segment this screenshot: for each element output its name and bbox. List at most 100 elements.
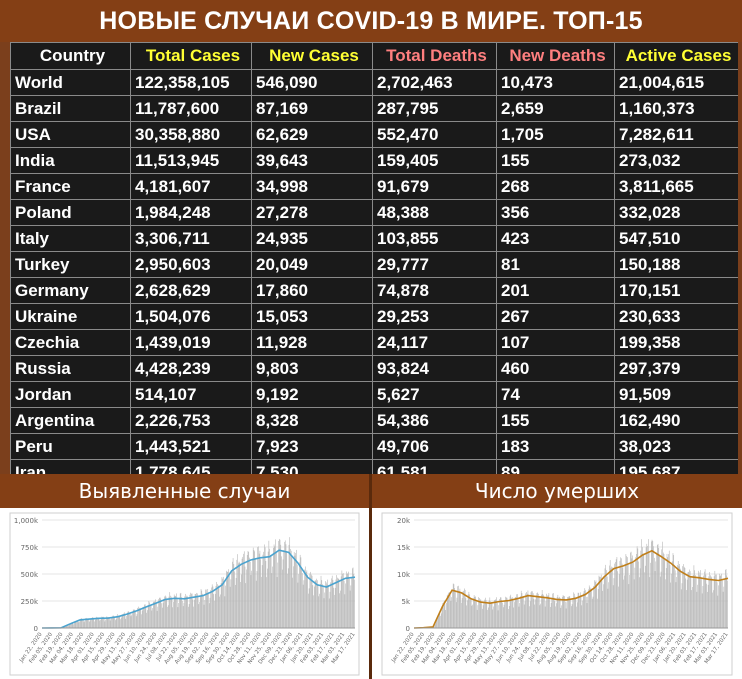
cell-total-cases: 4,428,239 — [130, 355, 252, 382]
cases-bar — [80, 619, 81, 628]
cases-bar — [302, 573, 303, 628]
deaths-bar — [561, 605, 562, 628]
deaths-bar — [470, 597, 471, 628]
deaths-bar — [568, 595, 570, 628]
deaths-bar — [559, 596, 560, 628]
deaths-bar — [677, 561, 679, 628]
cell-active-cases: 547,510 — [614, 225, 738, 252]
cases-bar — [152, 608, 153, 628]
deaths-bar — [685, 578, 686, 628]
deaths-bar — [548, 593, 550, 628]
header-active-cases: Active Cases — [614, 42, 738, 70]
deaths-bar — [534, 604, 535, 628]
cases-bar — [353, 574, 355, 628]
deaths-ytick-label: 15k — [397, 544, 411, 552]
cases-bar — [223, 582, 225, 628]
cases-bar — [322, 584, 323, 628]
header-total-deaths: Total Deaths — [372, 42, 497, 70]
cases-bar — [121, 614, 123, 628]
deaths-bar — [598, 575, 600, 628]
cell-active-cases: 1,160,373 — [614, 95, 738, 122]
cases-bar — [225, 585, 226, 628]
deaths-bar — [635, 557, 636, 628]
cases-bar — [164, 595, 166, 628]
cases-bar — [155, 599, 156, 628]
deaths-bar — [569, 596, 571, 628]
panel-divider — [369, 474, 372, 679]
deaths-bar — [710, 575, 711, 628]
deaths-bar — [552, 593, 553, 628]
cases-bar — [309, 573, 311, 628]
deaths-bar — [526, 592, 527, 628]
cases-bar — [118, 615, 119, 628]
cases-bar — [82, 619, 84, 628]
deaths-bar — [486, 603, 488, 628]
cases-bar — [80, 618, 82, 628]
deaths-bar — [564, 596, 565, 628]
cases-bar — [191, 593, 192, 628]
cases-bar — [122, 614, 124, 628]
cases-bar — [253, 550, 255, 628]
cases-bar — [207, 588, 209, 628]
cases-bar — [258, 546, 259, 628]
cases-bar — [208, 603, 210, 628]
deaths-bar — [659, 576, 661, 628]
cases-bar — [282, 559, 284, 628]
deaths-bar — [709, 572, 710, 628]
cases-bar — [220, 583, 222, 628]
cases-bar — [255, 558, 256, 628]
cell-new-cases: 7,923 — [251, 433, 373, 460]
deaths-bar — [480, 599, 482, 628]
cell-new-deaths: 267 — [496, 303, 615, 330]
cases-bar — [83, 622, 85, 628]
cases-bar — [276, 551, 277, 628]
deaths-bar — [544, 606, 546, 628]
deaths-bar — [581, 605, 583, 628]
cell-active-cases: 273,032 — [614, 147, 738, 174]
cases-bar — [99, 620, 100, 628]
deaths-bar — [490, 601, 491, 628]
cases-bar — [167, 605, 169, 628]
deaths-bar — [585, 596, 587, 628]
deaths-bar — [691, 590, 692, 628]
deaths-bar — [498, 605, 500, 628]
cases-bar — [108, 617, 109, 628]
deaths-bar — [641, 539, 642, 628]
cell-new-cases: 27,278 — [251, 199, 373, 226]
deaths-bar — [727, 580, 728, 628]
cell-active-cases: 3,811,665 — [614, 173, 738, 200]
cases-bar — [151, 610, 153, 628]
deaths-bar — [476, 609, 478, 628]
cases-bar — [205, 589, 207, 628]
deaths-bar — [672, 553, 674, 628]
deaths-bar — [645, 565, 646, 628]
cases-bar — [182, 606, 184, 628]
deaths-bar — [693, 565, 695, 628]
cases-bar — [334, 594, 335, 628]
table-row: Turkey 2,950,603 20,049 29,777 81 150,188 — [10, 251, 738, 278]
cases-bar — [339, 593, 340, 628]
deaths-bar — [576, 606, 577, 628]
table-header-row: Country Total Cases New Cases Total Deat… — [10, 42, 738, 70]
cases-bar — [94, 619, 96, 628]
table-row: Poland 1,984,248 27,278 48,388 356 332,028 — [10, 199, 738, 226]
cases-bar — [315, 580, 317, 628]
deaths-bar — [509, 596, 511, 628]
cases-bar — [173, 594, 175, 628]
cases-bar — [316, 578, 317, 628]
cases-bar — [338, 578, 340, 628]
deaths-bar — [648, 539, 649, 628]
cases-bar — [138, 608, 140, 628]
cases-bar — [249, 561, 251, 628]
table-row: Italy 3,306,711 24,935 103,855 423 547,510 — [10, 225, 738, 252]
deaths-bar — [510, 594, 512, 628]
deaths-bar — [513, 607, 515, 628]
cell-new-deaths: 155 — [496, 147, 615, 174]
cases-bar — [67, 624, 68, 628]
deaths-bar — [478, 597, 479, 628]
deaths-bar — [443, 602, 444, 628]
deaths-bar — [710, 576, 712, 628]
cases-bar — [168, 596, 170, 628]
cases-bar — [191, 593, 193, 628]
deaths-bar — [612, 585, 614, 628]
